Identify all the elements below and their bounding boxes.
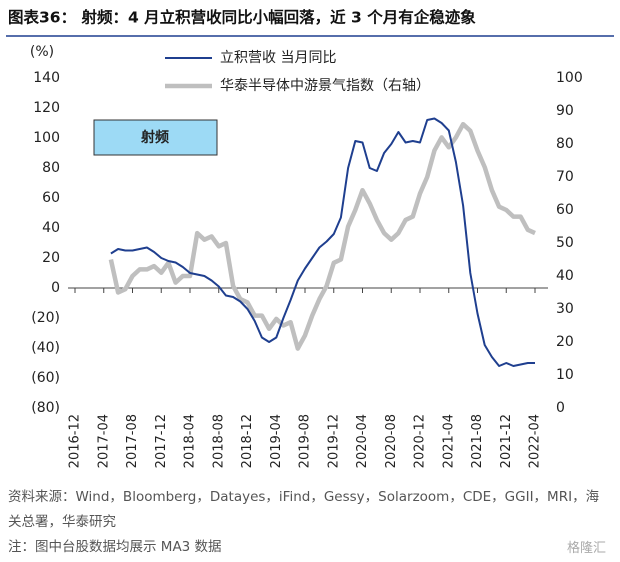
y-tick-label: (80) bbox=[31, 400, 60, 416]
x-tick-label: 2016-12 bbox=[68, 414, 83, 468]
y2-tick-label: 90 bbox=[556, 103, 574, 119]
legend-label: 立积营收 当月同比 bbox=[220, 50, 336, 66]
legend-label: 华泰半导体中游景气指数（右轴） bbox=[220, 78, 430, 94]
y-tick-label: 140 bbox=[33, 70, 60, 86]
y-tick-label: 120 bbox=[33, 100, 60, 116]
y2-tick-label: 50 bbox=[556, 235, 574, 251]
y2-tick-label: 20 bbox=[556, 334, 574, 350]
y-tick-label: (60) bbox=[31, 370, 60, 386]
x-tick-label: 2021-08 bbox=[470, 414, 485, 468]
y2-tick-label: 60 bbox=[556, 202, 574, 218]
x-tick-label: 2018-08 bbox=[211, 414, 226, 468]
x-tick-label: 2017-08 bbox=[125, 414, 140, 468]
x-tick-label: 2017-12 bbox=[154, 414, 169, 468]
y2-tick-label: 80 bbox=[556, 136, 574, 152]
x-tick-label: 2017-04 bbox=[96, 414, 111, 468]
annotation: 射频 bbox=[140, 129, 169, 146]
y-tick-label: (40) bbox=[31, 340, 60, 356]
y2-tick-label: 30 bbox=[556, 301, 574, 317]
x-tick-label: 2018-04 bbox=[183, 414, 198, 468]
x-tick-label: 2020-08 bbox=[384, 414, 399, 468]
y-tick-label: (20) bbox=[31, 310, 60, 326]
y-tick-label: 80 bbox=[42, 160, 60, 176]
y2-tick-label: 100 bbox=[556, 70, 583, 86]
series-line bbox=[110, 117, 535, 367]
y-axis-label: (%) bbox=[30, 44, 54, 60]
x-tick-label: 2019-04 bbox=[269, 414, 284, 468]
y2-tick-label: 10 bbox=[556, 367, 574, 383]
note: 注：图中台股数据均展示 MA3 数据 bbox=[8, 539, 222, 555]
y-tick-label: 0 bbox=[51, 280, 60, 296]
series-line bbox=[108, 121, 536, 351]
y2-tick-label: 40 bbox=[556, 268, 574, 284]
chart-title: 图表36： 射频：4 月立积营收同比小幅回落，近 3 个月有企稳迹象 bbox=[8, 8, 476, 27]
x-tick-label: 2021-04 bbox=[441, 414, 456, 468]
x-tick-label: 2019-12 bbox=[326, 414, 341, 468]
y2-tick-label: 0 bbox=[556, 400, 565, 416]
y2-tick-label: 70 bbox=[556, 169, 574, 185]
source: 资料来源：Wind，Bloomberg，Datayes，iFind，Gessy，… bbox=[8, 489, 600, 530]
x-tick-label: 2019-08 bbox=[298, 414, 313, 468]
watermark: 格隆汇 bbox=[566, 541, 606, 556]
x-tick-label: 2022-04 bbox=[528, 414, 543, 468]
x-tick-label: 2020-04 bbox=[355, 414, 370, 468]
x-tick-label: 2018-12 bbox=[240, 414, 255, 468]
x-tick-label: 2021-12 bbox=[499, 414, 514, 468]
y-tick-label: 100 bbox=[33, 130, 60, 146]
y-tick-label: 20 bbox=[42, 250, 60, 266]
y-tick-label: 40 bbox=[42, 220, 60, 236]
x-tick-label: 2020-12 bbox=[413, 414, 428, 468]
annotation-box bbox=[93, 119, 218, 156]
chart: 图表36： 射频：4 月立积营收同比小幅回落，近 3 个月有企稳迹象 (%) 射… bbox=[6, 8, 614, 468]
y-tick-label: 60 bbox=[42, 190, 60, 206]
